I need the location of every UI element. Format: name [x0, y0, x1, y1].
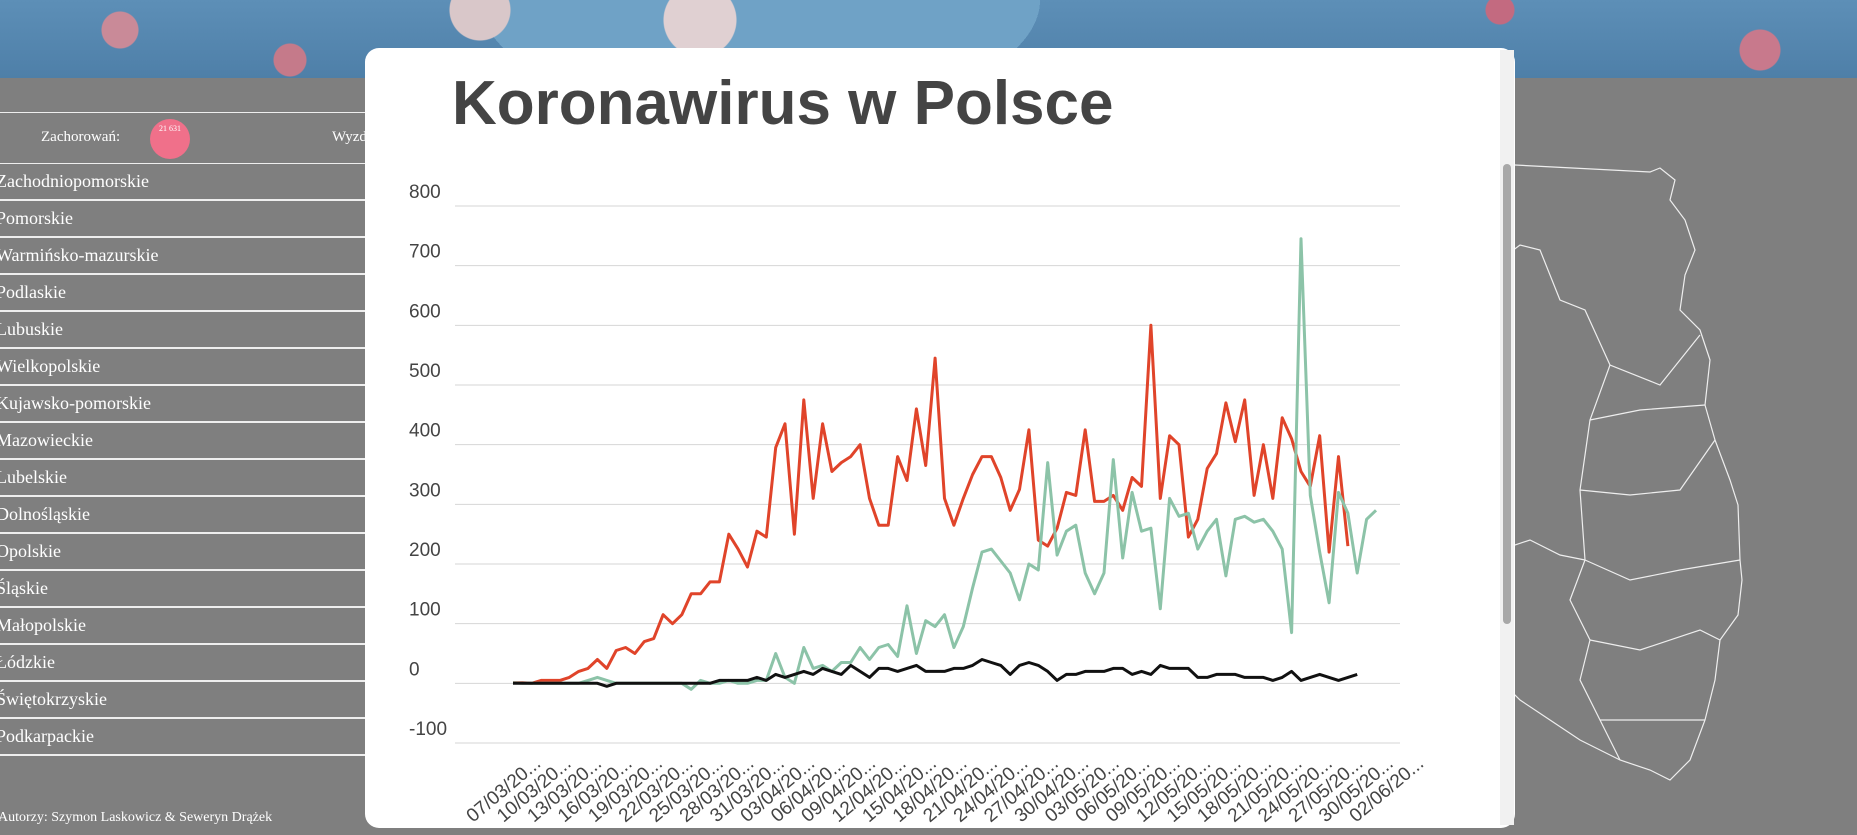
y-tick-label: 800: [409, 182, 441, 203]
y-tick-label: 100: [409, 600, 441, 621]
y-tick-label: 600: [409, 301, 441, 322]
map-region-border[interactable]: [1579, 439, 1716, 496]
y-tick-label: 500: [409, 361, 441, 382]
region-item[interactable]: Wielkopolskie: [0, 349, 365, 386]
region-item[interactable]: Mazowieckie: [0, 423, 365, 460]
cases-label: Zachorowań:: [41, 129, 121, 145]
authors-footer: Autorzy: Szymon Laskowicz & Seweryn Drąż…: [0, 810, 273, 825]
map-region-border[interactable]: [1584, 559, 1741, 581]
scrollbar-thumb[interactable]: [1503, 164, 1511, 624]
cases-count-badge: 21 631: [150, 119, 190, 159]
y-tick-label: 0: [409, 659, 420, 680]
region-item[interactable]: Łódzkie: [0, 645, 365, 682]
region-item[interactable]: Świętokrzyskie: [0, 682, 365, 719]
region-item[interactable]: Warmińsko-mazurskie: [0, 238, 365, 275]
region-item[interactable]: Śląskie: [0, 571, 365, 608]
modal-scrollbar[interactable]: [1500, 50, 1514, 825]
region-list: Zachodniopomorskie Pomorskie Warmińsko-m…: [0, 164, 365, 756]
recovered-label: Wyzd: [332, 129, 367, 145]
region-item[interactable]: Pomorskie: [0, 201, 365, 238]
region-item[interactable]: Podkarpackie: [0, 719, 365, 756]
map-region-border[interactable]: [1589, 404, 1706, 421]
region-item[interactable]: Dolnośląskie: [0, 497, 365, 534]
map-region-border[interactable]: [1500, 244, 1701, 386]
region-item[interactable]: Lubelskie: [0, 460, 365, 497]
series-line-2: [513, 658, 1358, 688]
series-line-0: [513, 323, 1350, 685]
region-sidebar: Zachorowań: 21 631 Wyzd Zachodniopomorsk…: [0, 112, 367, 756]
region-item[interactable]: Lubuskie: [0, 312, 365, 349]
map-region-border[interactable]: [1569, 364, 1621, 761]
stats-row: Zachorowań: 21 631 Wyzd: [0, 112, 367, 164]
y-tick-label: 400: [409, 421, 441, 442]
chart-modal: Koronawirus w Polsce -100 0 100 200 300 400 50…: [365, 48, 1515, 828]
series-line-1: [512, 237, 1378, 691]
map-region-outline[interactable]: [1500, 164, 1743, 781]
region-item[interactable]: Opolskie: [0, 534, 365, 571]
region-item[interactable]: Podlaskie: [0, 275, 365, 312]
poland-map[interactable]: [1500, 160, 1760, 800]
region-item[interactable]: Małopolskie: [0, 608, 365, 645]
region-item[interactable]: Kujawsko-pomorskie: [0, 386, 365, 423]
y-tick-label: 300: [409, 480, 441, 501]
region-item[interactable]: Zachodniopomorskie: [0, 164, 365, 201]
cases-line-chart: -100010020030040050060070080007/03/20...…: [409, 182, 1428, 827]
map-region-border[interactable]: [1589, 629, 1721, 651]
page-title: Koronawirus w Polsce: [452, 69, 1114, 138]
map-region-border[interactable]: [1500, 539, 1586, 561]
y-tick-label: -100: [409, 719, 447, 740]
y-tick-label: 700: [409, 242, 441, 263]
y-tick-label: 200: [409, 540, 441, 561]
